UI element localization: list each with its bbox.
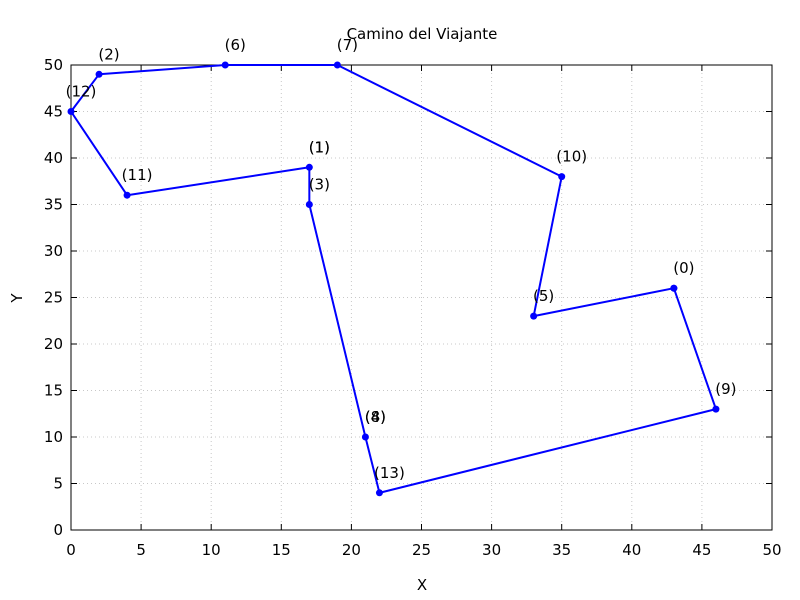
x-tick-label: 25 — [412, 541, 431, 559]
route-point — [530, 312, 538, 320]
x-tick-label: 35 — [552, 541, 571, 559]
x-tick-label: 40 — [622, 541, 641, 559]
point-label: (3) — [309, 176, 330, 194]
point-label: (7) — [337, 36, 358, 54]
route-point — [375, 489, 383, 497]
x-tick-label: 10 — [202, 541, 221, 559]
chart-title: Camino del Viajante — [347, 25, 498, 43]
route-point — [333, 61, 341, 69]
y-tick-label: 0 — [53, 521, 63, 539]
point-label: (1) — [309, 138, 330, 156]
route-point — [558, 173, 566, 181]
point-label: (8) — [365, 408, 386, 426]
path-series — [67, 61, 720, 497]
y-tick-label: 50 — [44, 56, 63, 74]
y-tick-label: 25 — [44, 289, 63, 307]
axis-ticks: 0 5 10 15 20 25 30 35 40 45 50 0 5 10 15 20 25 30 35 40 45 50 — [44, 56, 782, 559]
point-label: (2) — [98, 45, 119, 63]
point-label: (12) — [66, 83, 97, 101]
y-tick-label: 5 — [53, 475, 63, 493]
point-label: (0) — [673, 259, 694, 277]
point-label: (11) — [122, 166, 153, 184]
point-label: (13) — [374, 464, 405, 482]
y-tick-label: 15 — [44, 382, 63, 400]
point-label: (10) — [556, 148, 587, 166]
route-point — [95, 70, 103, 78]
route-point — [712, 405, 720, 413]
route-point — [123, 191, 131, 199]
route-point — [221, 61, 229, 69]
route-point — [670, 284, 678, 292]
point-label: (4) — [365, 408, 386, 426]
y-tick-label: 40 — [44, 149, 63, 167]
point-label: (5) — [533, 287, 554, 305]
x-tick-label: 50 — [762, 541, 781, 559]
route-line — [70, 64, 717, 494]
x-tick-label: 20 — [342, 541, 361, 559]
x-axis-label: X — [417, 576, 427, 594]
route-point — [361, 433, 369, 441]
x-tick-label: 0 — [66, 541, 76, 559]
route-point — [67, 108, 75, 115]
x-tick-label: 30 — [482, 541, 501, 559]
point-label: (6) — [225, 36, 246, 54]
y-axis-label: Y — [8, 293, 26, 304]
y-tick-label: 35 — [44, 196, 63, 214]
point-label: (9) — [715, 380, 736, 398]
point-label: (1) — [309, 138, 330, 156]
y-tick-label: 30 — [44, 242, 63, 260]
route-point — [305, 163, 313, 171]
point-labels: (0)(1)(1)(2)(3)(4)(5)(6) (7)(8)(9)(10)(11… — [66, 36, 737, 482]
y-tick-label: 45 — [44, 103, 63, 121]
x-tick-label: 5 — [136, 541, 146, 559]
route-point — [305, 201, 313, 208]
y-tick-label: 20 — [44, 335, 63, 353]
x-tick-label: 15 — [272, 541, 291, 559]
y-tick-label: 10 — [44, 428, 63, 446]
x-tick-label: 45 — [692, 541, 711, 559]
